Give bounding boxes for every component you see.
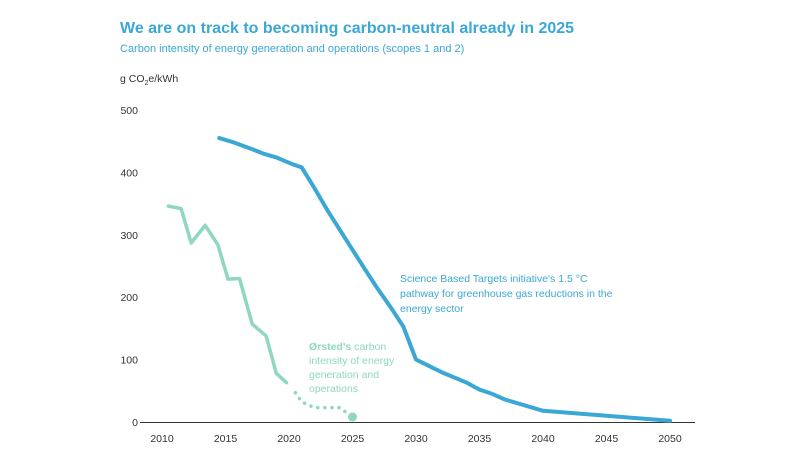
x-tick-label: 2025 xyxy=(341,433,365,445)
series-line-orsted_projection xyxy=(293,390,355,419)
y-tick-label: 200 xyxy=(120,292,138,304)
x-tick-label: 2030 xyxy=(404,433,428,445)
series-line-orsted xyxy=(166,204,289,385)
orsted-name: Ørsted's xyxy=(309,341,352,353)
y-tick-label: 300 xyxy=(120,230,138,242)
chart-subtitle: Carbon intensity of energy generation an… xyxy=(120,43,465,55)
y-tick-label: 100 xyxy=(120,355,138,367)
orsted-annotation-rest: carbon intensity of energy generation an… xyxy=(309,341,395,395)
x-tick-label: 2015 xyxy=(214,433,238,445)
series-line-sbti xyxy=(217,136,672,423)
y-tick-label: 0 xyxy=(132,417,138,429)
orsted-annotation: Ørsted's carbon intensity of energy gene… xyxy=(309,340,419,396)
x-tick-label: 2040 xyxy=(531,433,555,445)
x-tick-label: 2010 xyxy=(150,433,174,445)
x-tick-label: 2020 xyxy=(277,433,301,445)
y-tick-label: 500 xyxy=(120,105,138,117)
y-tick-label: 400 xyxy=(120,167,138,179)
x-tick-label: 2045 xyxy=(595,433,619,445)
chart-title: We are on track to becoming carbon-neutr… xyxy=(120,20,575,37)
y-axis-label: g CO2e/kWh xyxy=(120,73,179,88)
x-tick-label: 2035 xyxy=(468,433,492,445)
x-tick-label: 2050 xyxy=(658,433,682,445)
sbti-annotation: Science Based Targets initiative's 1.5 °… xyxy=(400,273,613,315)
series-endpoint-orsted_projection xyxy=(348,412,357,422)
